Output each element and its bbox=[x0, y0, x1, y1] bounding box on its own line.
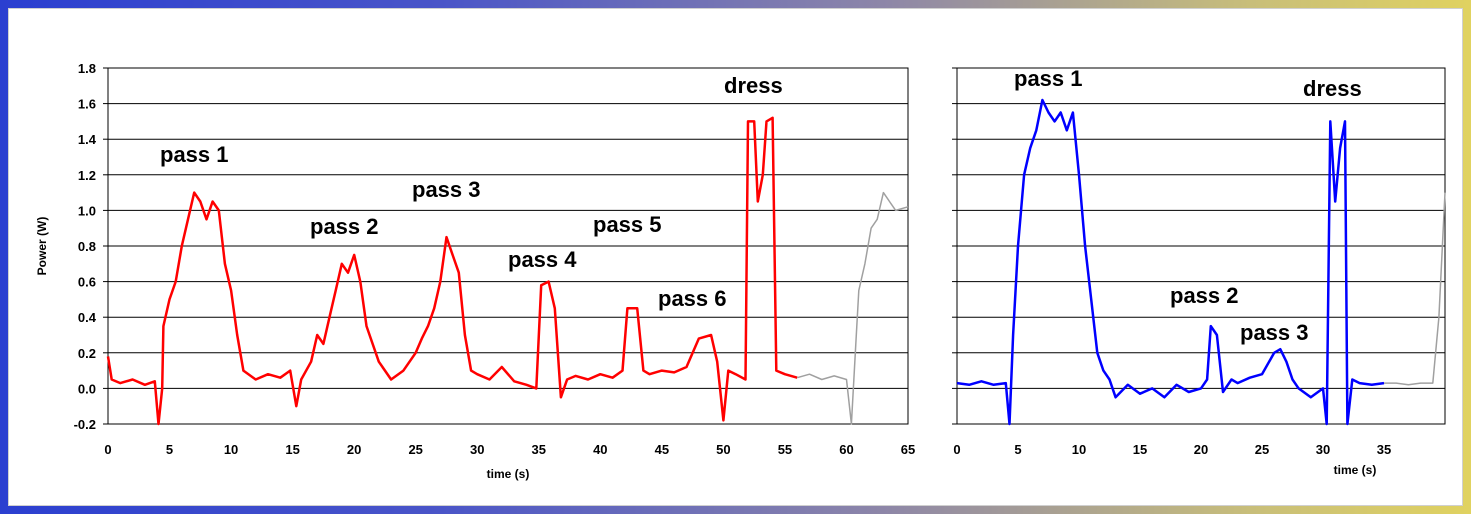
annotation-right-pass-3: pass 3 bbox=[1240, 320, 1309, 345]
right-x-tick-label: 0 bbox=[953, 442, 960, 457]
left-x-tick-label: 40 bbox=[593, 442, 607, 457]
right-x-tick-label: 25 bbox=[1255, 442, 1269, 457]
annotation-dress-left: dress bbox=[724, 73, 783, 98]
left-x-axis-label: time (s) bbox=[487, 467, 530, 481]
y-tick-label: 0.2 bbox=[78, 346, 96, 361]
left-x-tick-label: 20 bbox=[347, 442, 361, 457]
left-x-tick-label: 45 bbox=[655, 442, 669, 457]
y-tick-label: 0.0 bbox=[78, 381, 96, 396]
annotation-right-pass-2: pass 2 bbox=[1170, 283, 1239, 308]
left-x-tick-label: 65 bbox=[901, 442, 915, 457]
y-tick-label: 1.0 bbox=[78, 203, 96, 218]
y-tick-label: -0.2 bbox=[74, 417, 96, 432]
left-x-tick-label: 25 bbox=[408, 442, 422, 457]
right-x-ticks: 0 5 10 15 20 25 30 35 bbox=[953, 442, 1391, 457]
left-x-tick-label: 35 bbox=[532, 442, 546, 457]
right-gridlines bbox=[957, 67, 1445, 425]
annotation-pass-3: pass 3 bbox=[412, 177, 481, 202]
right-x-tick-label: 5 bbox=[1014, 442, 1021, 457]
y-tick-label: 1.6 bbox=[78, 97, 96, 112]
left-x-tick-label: 55 bbox=[778, 442, 792, 457]
annotation-right-dress: dress bbox=[1303, 76, 1362, 101]
right-series bbox=[956, 98, 1446, 426]
y-tick-label: 1.4 bbox=[78, 132, 97, 147]
y-tick-label: 1.8 bbox=[78, 61, 96, 76]
left-series-line-2 bbox=[796, 191, 909, 425]
left-x-tick-label: 5 bbox=[166, 442, 173, 457]
right-x-tick-label: 10 bbox=[1072, 442, 1086, 457]
y-tick-label: 0.4 bbox=[78, 310, 97, 325]
left-x-ticks: 0 5 10 15 20 25 30 35 40 45 50 55 60 65 bbox=[104, 442, 915, 457]
right-y-tick-marks bbox=[952, 67, 957, 425]
left-x-tick-label: 50 bbox=[716, 442, 730, 457]
right-x-axis-label: time (s) bbox=[1334, 463, 1377, 477]
annotation-pass-2: pass 2 bbox=[310, 214, 379, 239]
right-series-line-2 bbox=[1384, 192, 1446, 386]
right-x-tick-label: 35 bbox=[1377, 442, 1391, 457]
right-x-tick-label: 15 bbox=[1133, 442, 1147, 457]
left-x-tick-label: 15 bbox=[285, 442, 299, 457]
left-series bbox=[106, 116, 909, 426]
right-x-tick-label: 30 bbox=[1316, 442, 1330, 457]
right-series-line-1 bbox=[956, 98, 1385, 426]
left-series-line-1 bbox=[106, 116, 798, 426]
y-tick-label: 0.6 bbox=[78, 275, 96, 290]
left-x-tick-label: 30 bbox=[470, 442, 484, 457]
annotation-pass-5: pass 5 bbox=[593, 212, 662, 237]
annotation-pass-6: pass 6 bbox=[658, 286, 727, 311]
left-x-tick-label: 10 bbox=[224, 442, 238, 457]
left-y-ticks: -0.2 0.0 0.2 0.4 0.6 0.8 1.0 1.2 1.4 1.6 1.8 bbox=[74, 61, 108, 432]
left-x-tick-label: 60 bbox=[839, 442, 853, 457]
right-panel: 0 5 10 15 20 25 30 35 time (s) pass 1 pass 2 pa… bbox=[952, 66, 1446, 477]
left-x-tick-label: 0 bbox=[104, 442, 111, 457]
annotation-pass-1: pass 1 bbox=[160, 142, 229, 167]
y-tick-label: 0.8 bbox=[78, 239, 96, 254]
annotation-right-pass-1: pass 1 bbox=[1014, 66, 1083, 91]
annotation-pass-4: pass 4 bbox=[508, 247, 577, 272]
left-panel: -0.2 0.0 0.2 0.4 0.6 0.8 1.0 1.2 1.4 1.6 1.8 0 5 10 1… bbox=[35, 61, 915, 481]
right-x-tick-label: 20 bbox=[1194, 442, 1208, 457]
y-axis-label: Power (W) bbox=[35, 217, 49, 276]
y-tick-label: 1.2 bbox=[78, 168, 96, 183]
